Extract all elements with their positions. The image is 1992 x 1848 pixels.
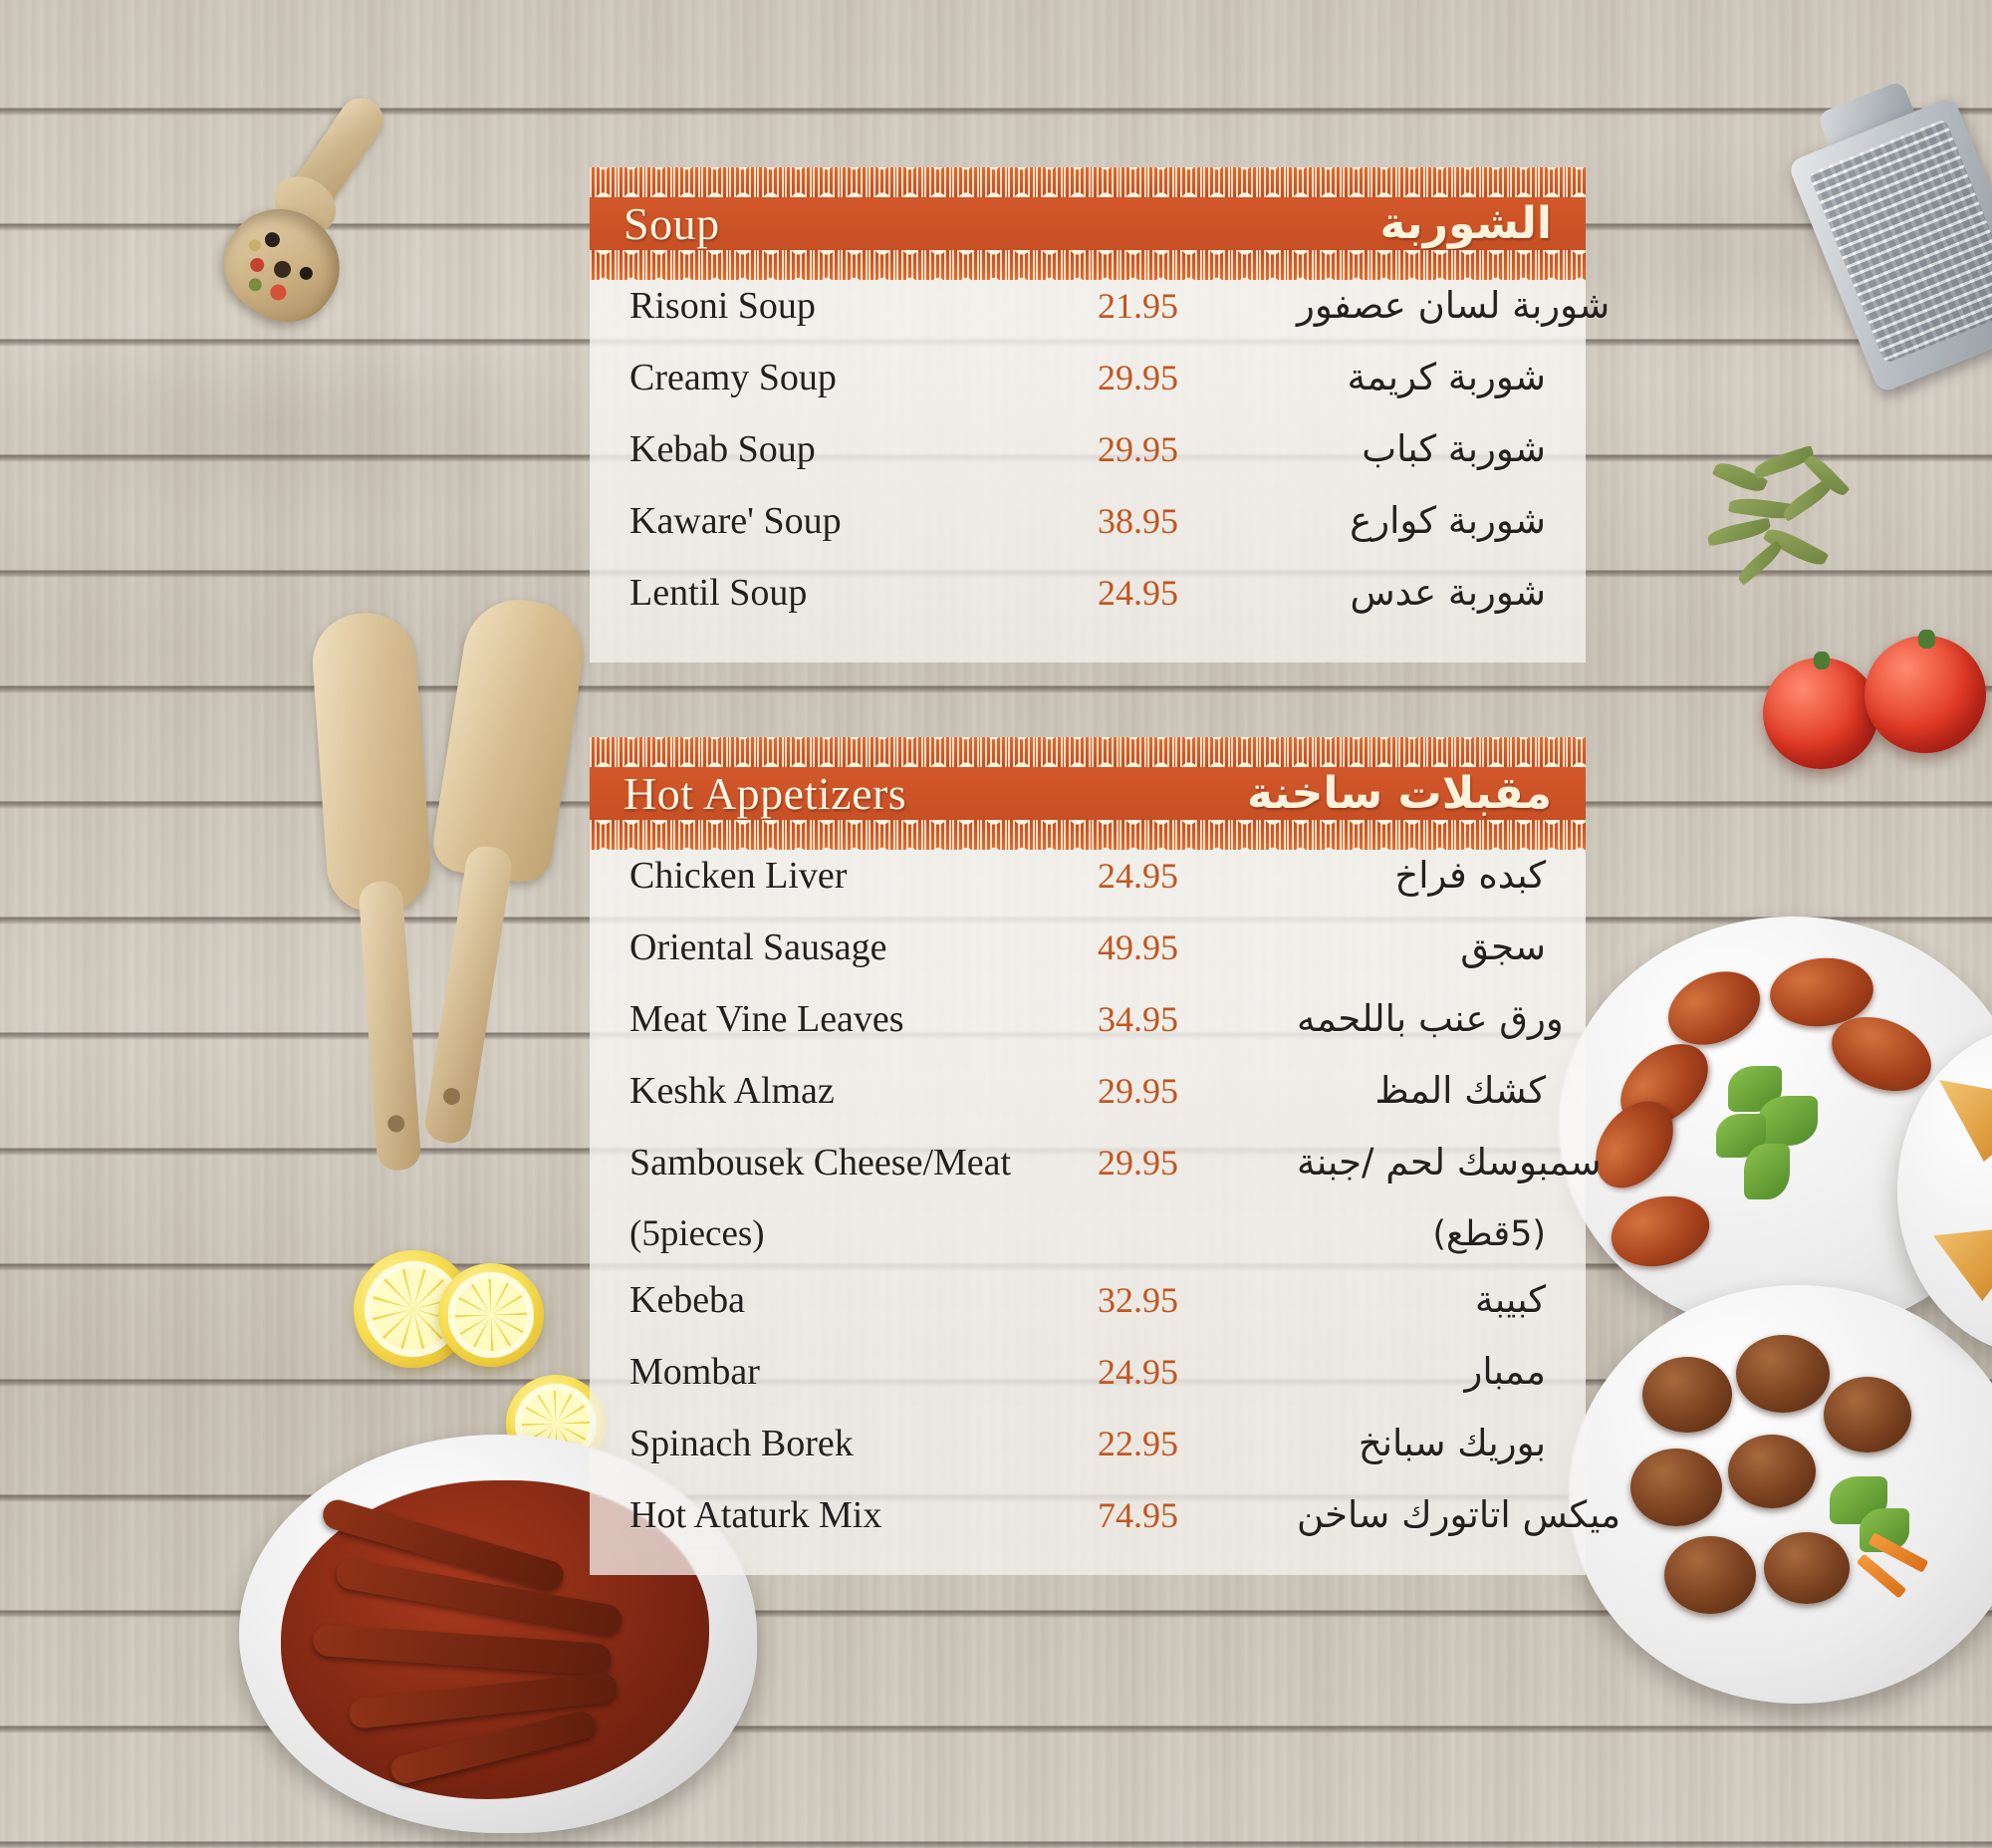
item-name-en: Chicken Liver [629,855,848,897]
item-name-ar: ميكس اتاتورك ساخن [1297,1493,1621,1536]
soup-item-list: Risoni Soup 21.95 شوربة لسان عصفور Cream… [590,280,1610,662]
item-price: 24.95 [1098,1352,1178,1392]
item-name-ar: كشك المظ [1374,1069,1546,1112]
item-name-en: Lentil Soup [629,572,808,614]
item-name-en: Meat Vine Leaves [629,998,904,1040]
section-title-en: Hot Appetizers [623,768,907,819]
menu-section-hot-appetizers: Hot Appetizers مقبلات ساخنة Chicken Live… [590,737,1620,1575]
item-name-ar: كبده فراخ [1394,854,1546,897]
item-price: 22.95 [1098,1424,1178,1463]
menu-item-row[interactable]: Kebab Soup 29.95 شوربة كباب [590,427,1586,499]
menu-item-row[interactable]: Chicken Liver 24.95 كبده فراخ [590,854,1586,925]
sambousek-plate-icon [1897,1026,1992,1355]
item-name-ar: شوربة عدس [1350,571,1546,614]
item-price: 74.95 [1098,1495,1178,1535]
ornament-band-bottom [590,250,1586,280]
item-price: 29.95 [1098,1071,1178,1111]
section-title-ar: الشوربة [1379,198,1553,249]
menu-item-row[interactable]: Keshk Almaz 29.95 كشك المظ [590,1069,1586,1141]
item-name-ar: ممبار [1464,1350,1546,1393]
menu-item-row[interactable]: Kaware' Soup 38.95 شوربة كوارع [590,499,1586,571]
tomato-icon [1865,630,1986,753]
item-name-en: Hot Ataturk Mix [629,1494,882,1536]
item-name-en: (5pieces) [629,1213,765,1254]
menu-item-row[interactable]: Risoni Soup 21.95 شوربة لسان عصفور [590,284,1610,356]
section-title-en: Soup [623,198,720,249]
item-name-ar: كبيبة [1475,1278,1546,1321]
item-name-en: Kebeba [629,1279,746,1321]
item-name-en: Keshk Almaz [629,1070,835,1112]
item-name-ar: سجق [1460,925,1546,968]
item-price: 34.95 [1098,999,1178,1039]
menu-item-row[interactable]: Hot Ataturk Mix 74.95 ميكس اتاتورك ساخن [590,1493,1620,1565]
item-price: 49.95 [1098,927,1178,967]
item-price: 32.95 [1098,1280,1178,1320]
item-name-en: Kaware' Soup [629,500,842,542]
item-price: 21.95 [1098,286,1178,326]
ornament-band-top [590,737,1586,767]
menu-item-row[interactable]: Mombar 24.95 ممبار [590,1350,1586,1422]
item-price: 24.95 [1098,573,1178,613]
item-price: 24.95 [1098,856,1178,896]
item-name-ar: شوربة لسان عصفور [1297,284,1611,327]
item-name-ar: شوربة كوارع [1350,499,1546,542]
item-name-en: Risoni Soup [629,285,816,327]
menu-section-soup: Soup الشوربة Risoni Soup 21.95 شوربة لسا… [590,167,1610,662]
lemon-slice-icon [438,1263,544,1367]
dried-herbs-icon [1693,438,1882,608]
section-header-soup: Soup الشوربة [590,197,1586,250]
hot-appetizers-item-list: Chicken Liver 24.95 كبده فراخ Oriental S… [590,850,1620,1575]
item-price: 29.95 [1098,429,1178,469]
menu-item-row[interactable]: Meat Vine Leaves 34.95 ورق عنب باللحمه [590,997,1586,1069]
item-price: 38.95 [1098,501,1178,541]
section-title-ar: مقبلات ساخنة [1247,768,1552,819]
item-name-ar: شوربة كريمة [1347,356,1546,398]
menu-item-row-continuation: (5pieces) (5قطع) [590,1212,1586,1278]
section-header-hot-appetizers: Hot Appetizers مقبلات ساخنة [590,767,1586,820]
item-price: 29.95 [1098,1143,1178,1183]
item-name-en: Mombar [629,1351,760,1393]
ornament-band-bottom [590,820,1586,850]
item-name-en: Spinach Borek [629,1423,854,1464]
item-name-en: Sambousek Cheese/Meat [629,1142,1012,1184]
item-name-en: Kebab Soup [629,428,816,470]
item-name-en: Creamy Soup [629,357,837,398]
item-name-ar: شوربة كباب [1362,427,1546,470]
menu-item-row[interactable]: Kebeba 32.95 كبيبة [590,1278,1586,1350]
item-name-ar: بوريك سبانخ [1358,1422,1546,1464]
sausage-dish-icon [239,1435,757,1833]
menu-item-row[interactable]: Creamy Soup 29.95 شوربة كريمة [590,356,1586,427]
menu-item-row[interactable]: Spinach Borek 22.95 بوريك سبانخ [590,1422,1586,1493]
item-price: 29.95 [1098,358,1178,397]
menu-item-row[interactable]: Sambousek Cheese/Meat 29.95 سمبوسك لحم /… [590,1141,1602,1212]
menu-item-row[interactable]: Lentil Soup 24.95 شوربة عدس [590,571,1586,643]
item-name-ar: سمبوسك لحم /جبنة [1297,1141,1602,1184]
item-name-ar: ورق عنب باللحمه [1297,997,1564,1040]
meatball-platter-icon [1569,1285,1992,1704]
item-name-ar: (5قطع) [1432,1214,1546,1254]
tomato-icon [1763,652,1878,769]
item-name-en: Oriental Sausage [629,926,887,968]
ornament-band-top [590,167,1586,197]
menu-item-row[interactable]: Oriental Sausage 49.95 سجق [590,925,1586,997]
